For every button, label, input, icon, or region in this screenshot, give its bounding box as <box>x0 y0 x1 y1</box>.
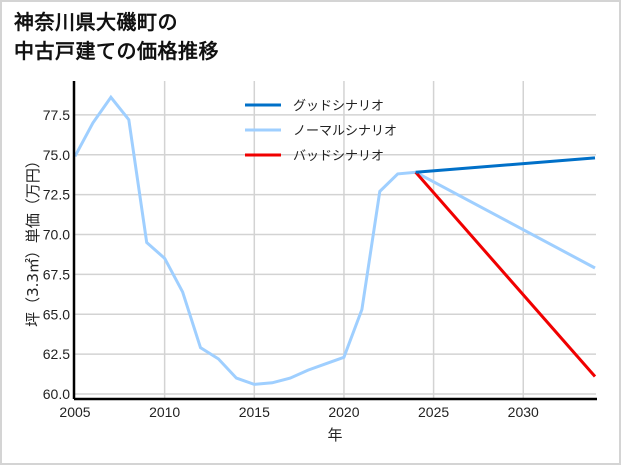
y-tick-label: 62.5 <box>43 346 70 362</box>
series-line <box>415 156 596 174</box>
y-tick-labels: 60.0 62.5 65.0 67.5 70.0 72.5 75.0 77.5 <box>43 107 70 402</box>
x-tick-label: 2010 <box>149 404 180 420</box>
x-tick-label: 2030 <box>508 404 539 420</box>
series-line <box>73 94 596 386</box>
legend-label: バッドシナリオ <box>293 149 384 164</box>
y-axis-label: 坪（3.3㎡）単価（万円） <box>24 153 42 327</box>
chart-title-line-1: 神奈川県大磯町の <box>14 10 178 34</box>
y-tick-label: 65.0 <box>43 306 70 322</box>
series-line <box>414 171 597 378</box>
legend-label: ノーマルシナリオ <box>293 124 397 139</box>
x-tick-label: 2005 <box>59 404 90 420</box>
x-axis-label: 年 <box>327 426 342 444</box>
legend-label: グッドシナリオ <box>293 99 384 114</box>
y-tick-label: 67.5 <box>43 266 70 282</box>
series-lines <box>73 94 597 386</box>
gridlines <box>74 81 596 399</box>
x-tick-label: 2020 <box>328 404 359 420</box>
y-tick-label: 70.0 <box>43 227 70 243</box>
y-tick-label: 60.0 <box>43 386 70 402</box>
x-tick-label: 2025 <box>418 404 449 420</box>
chart-title-line-2: 中古戸建ての価格推移 <box>14 39 219 63</box>
chart-title: 神奈川県大磯町の 中古戸建ての価格推移 <box>14 8 219 66</box>
x-tick-labels: 2005 2010 2015 2020 2025 2030 <box>59 404 539 420</box>
y-tick-label: 75.0 <box>43 147 70 163</box>
x-tick-label: 2015 <box>239 404 270 420</box>
y-tick-label: 77.5 <box>43 107 70 123</box>
axes <box>72 81 597 401</box>
y-tick-label: 72.5 <box>43 187 70 203</box>
